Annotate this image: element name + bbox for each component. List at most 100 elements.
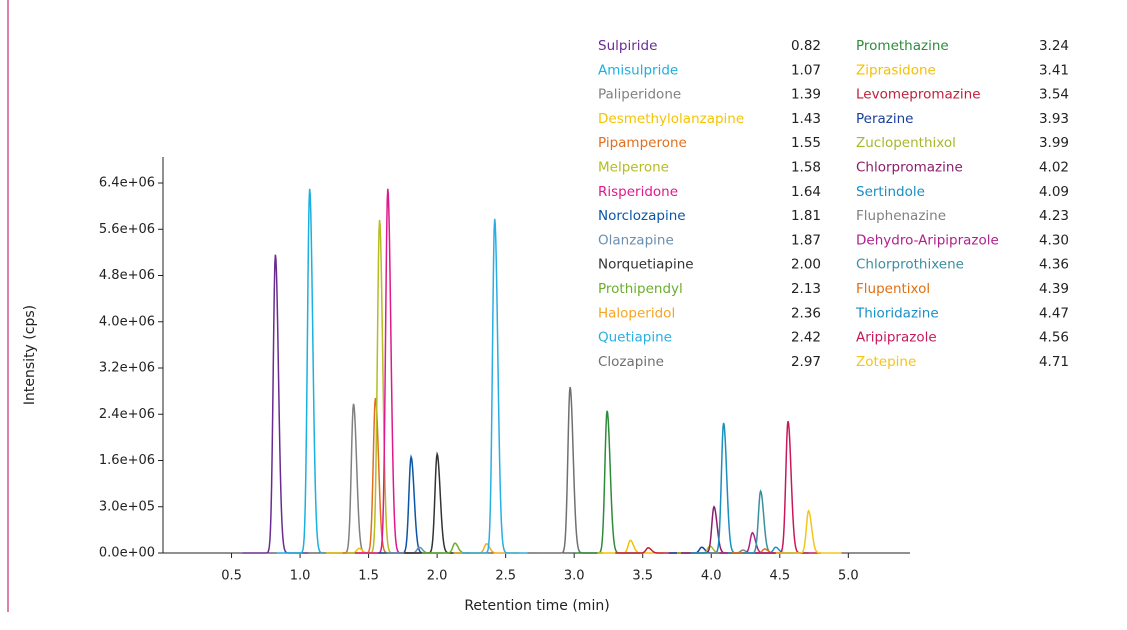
legend-name: Fluphenazine — [856, 208, 946, 224]
peak-curve — [276, 188, 343, 554]
x-tick-label: 5.0 — [838, 569, 859, 584]
y-tick-label: 3.2e+06 — [99, 361, 155, 376]
legend-name: Norquetiapine — [598, 257, 694, 273]
x-tick-label: 2.5 — [495, 569, 516, 584]
legend-name: Thioridazine — [855, 305, 939, 321]
peak-curve — [537, 386, 603, 554]
legend-retention-time: 4.56 — [1039, 330, 1069, 346]
peak-group — [574, 410, 640, 554]
legend-name: Clozapine — [598, 354, 664, 370]
peak-group — [461, 218, 528, 554]
legend-retention-time: 4.71 — [1039, 354, 1069, 370]
legend-retention-time: 4.09 — [1039, 184, 1069, 200]
legend-name: Pipamperone — [598, 135, 687, 151]
legend-retention-time: 0.82 — [791, 38, 821, 54]
y-tick-label: 4.0e+06 — [99, 314, 155, 329]
legend-name: Perazine — [856, 111, 914, 127]
x-tick-label: 2.0 — [427, 569, 448, 584]
legend-name: Sertindole — [856, 184, 925, 200]
peak-group — [354, 188, 421, 554]
y-tick-label: 5.6e+06 — [99, 222, 155, 237]
peak-curve — [597, 539, 664, 554]
legend-retention-time: 4.39 — [1039, 281, 1069, 297]
peak-group — [242, 254, 309, 554]
legend-retention-time: 2.42 — [791, 330, 821, 346]
legend-name: Dehydro-Aripiprazole — [856, 232, 999, 248]
y-tick-label: 4.8e+06 — [99, 268, 155, 283]
legend-name: Zuclopenthixol — [856, 135, 956, 151]
legend-retention-time: 3.41 — [1039, 62, 1069, 78]
legend-retention-time: 2.36 — [791, 305, 821, 321]
x-axis-label: Retention time (min) — [464, 598, 609, 614]
legend-name: Promethazine — [856, 38, 949, 54]
legend-retention-time: 1.64 — [791, 184, 821, 200]
legend-retention-time: 1.81 — [791, 208, 821, 224]
legend-name: Norclozapine — [598, 208, 686, 224]
legend-name: Aripiprazole — [856, 330, 937, 346]
peak-curve — [755, 420, 821, 554]
legend-name: Zotepine — [856, 354, 916, 370]
legend-name: Amisulpride — [598, 62, 678, 78]
legend-retention-time: 2.97 — [791, 354, 821, 370]
x-tick-label: 3.5 — [632, 569, 653, 584]
legend-retention-time: 4.36 — [1039, 257, 1069, 273]
legend-retention-time: 1.43 — [791, 111, 821, 127]
y-axis-label: Intensity (cps) — [22, 305, 38, 405]
y-tick-label: 3.0e+05 — [99, 499, 155, 514]
peak-curve — [690, 422, 757, 554]
peak-group — [690, 422, 757, 554]
peak-curve — [354, 188, 421, 554]
peak-curve — [775, 509, 842, 554]
legend-name: Levomepromazine — [856, 87, 981, 103]
peak-group — [537, 386, 603, 554]
legend-name: Paliperidone — [598, 87, 681, 103]
peak-group — [597, 539, 664, 554]
legend: Sulpiride 0.82 Amisulpride 1.07 Paliperidone… — [598, 38, 1069, 370]
x-tick-label: 1.0 — [290, 569, 311, 584]
x-tick-label: 1.5 — [358, 569, 379, 584]
legend-retention-time: 4.47 — [1039, 305, 1069, 321]
x-tick-label: 0.5 — [221, 569, 242, 584]
legend-retention-time: 3.93 — [1039, 111, 1069, 127]
peak-curve — [681, 505, 747, 554]
legend-retention-time: 4.30 — [1039, 232, 1069, 248]
legend-retention-time: 3.54 — [1039, 87, 1069, 103]
legend-retention-time: 1.87 — [791, 232, 821, 248]
x-tick-label: 4.5 — [769, 569, 790, 584]
peak-curve — [574, 410, 640, 554]
legend-name: Desmethylolanzapine — [598, 111, 744, 127]
peak-group — [681, 505, 747, 554]
legend-name: Prothipendyl — [598, 281, 683, 297]
y-tick-label: 0.0e+00 — [99, 546, 155, 561]
peak-curve — [453, 542, 520, 554]
peak-group — [453, 542, 520, 554]
legend-retention-time: 2.00 — [791, 257, 821, 273]
x-tick-label: 3.0 — [564, 569, 585, 584]
legend-retention-time: 4.23 — [1039, 208, 1069, 224]
legend-retention-time: 3.99 — [1039, 135, 1069, 151]
peak-curve — [461, 218, 528, 554]
legend-name: Sulpiride — [598, 38, 657, 54]
x-tick-label: 4.0 — [701, 569, 722, 584]
legend-retention-time: 4.02 — [1039, 160, 1069, 176]
y-tick-label: 1.6e+06 — [99, 453, 155, 468]
legend-name: Quetiapine — [598, 330, 672, 346]
legend-name: Haloperidol — [598, 305, 675, 321]
legend-name: Risperidone — [598, 184, 678, 200]
peak-curve — [242, 254, 309, 554]
y-tick-label: 6.4e+06 — [99, 176, 155, 191]
legend-name: Chlorprothixene — [856, 257, 964, 273]
legend-retention-time: 1.39 — [791, 87, 821, 103]
legend-name: Ziprasidone — [856, 62, 936, 78]
legend-retention-time: 3.24 — [1039, 38, 1069, 54]
legend-retention-time: 1.55 — [791, 135, 821, 151]
peak-group — [276, 188, 343, 554]
legend-retention-time: 1.07 — [791, 62, 821, 78]
legend-name: Melperone — [598, 160, 669, 176]
legend-retention-time: 2.13 — [791, 281, 821, 297]
peak-group — [755, 420, 821, 554]
legend-name: Flupentixol — [856, 281, 930, 297]
legend-name: Olanzapine — [598, 232, 674, 248]
legend-retention-time: 1.58 — [791, 160, 821, 176]
